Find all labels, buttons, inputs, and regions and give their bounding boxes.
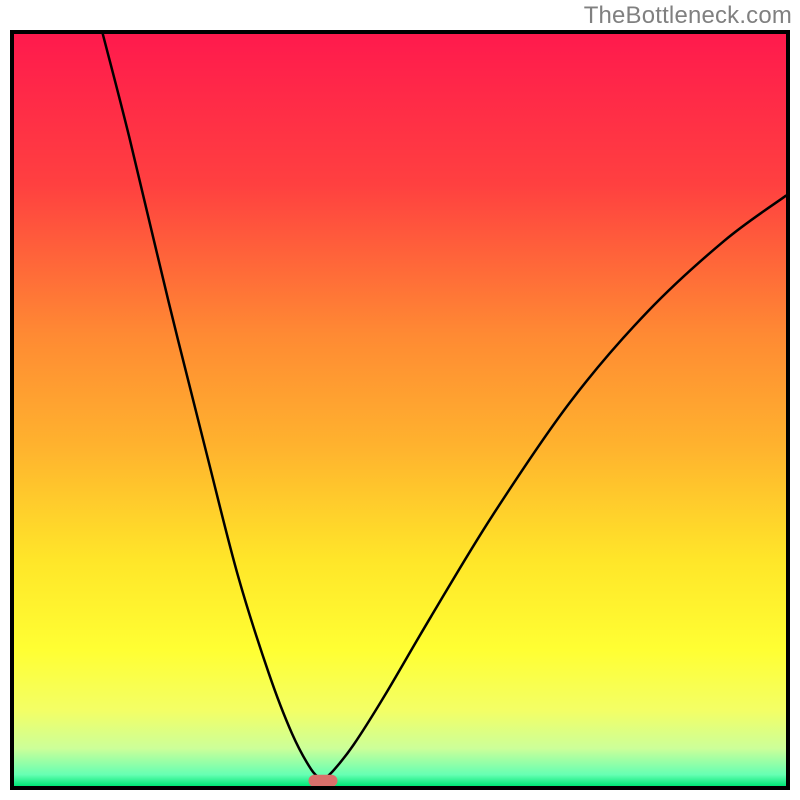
bottleneck-curve: [14, 34, 786, 786]
optimum-marker: [308, 774, 337, 787]
plot-area: [10, 30, 790, 790]
figure-frame: TheBottleneck.com: [0, 0, 800, 800]
watermark-text: TheBottleneck.com: [584, 2, 792, 30]
